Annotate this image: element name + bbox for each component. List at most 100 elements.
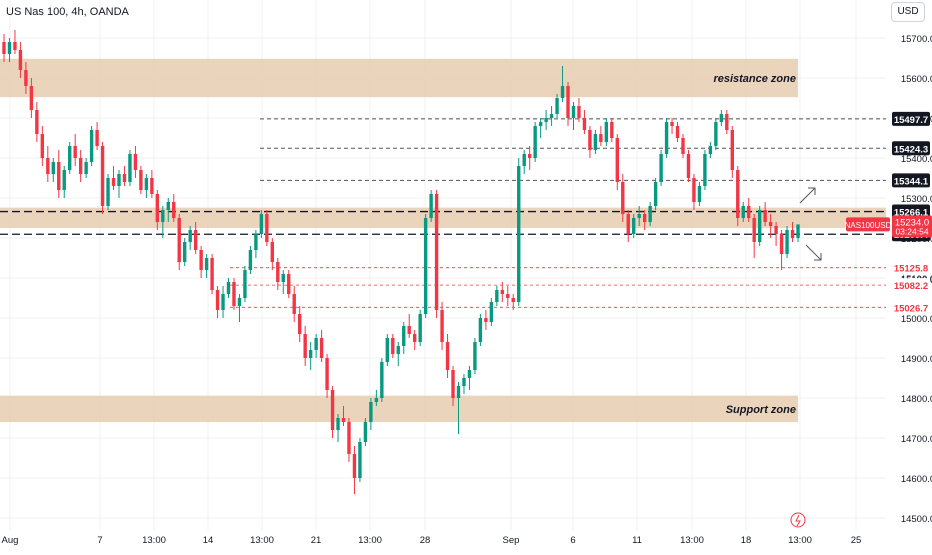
price-tick-label: 14500.0	[901, 514, 932, 525]
candle-body	[276, 262, 280, 282]
candle-body	[254, 234, 258, 250]
price-zone	[0, 58, 798, 98]
candle-body	[462, 378, 466, 386]
candle-body	[46, 158, 50, 174]
candle-body	[752, 218, 756, 242]
candle-body	[582, 118, 587, 130]
candle-body	[232, 282, 236, 306]
price-tick-label: 14900.0	[901, 354, 932, 365]
candle-body	[725, 114, 729, 130]
candle-body	[215, 290, 220, 310]
candle-body	[297, 314, 302, 334]
price-zones: resistance zone Support zone	[0, 58, 886, 422]
time-tick-label: 13:00	[358, 535, 382, 546]
candle-body	[599, 134, 603, 142]
price-tick-label: 14800.0	[901, 394, 932, 405]
candle-body	[352, 454, 357, 478]
candle-body	[407, 326, 411, 334]
candles	[2, 30, 800, 494]
candle-body	[122, 174, 127, 182]
candle-body	[111, 178, 116, 186]
candle-body	[577, 106, 581, 118]
candle-body	[95, 130, 99, 146]
candle-body	[560, 86, 565, 98]
price-level-label: 15497.7	[894, 115, 928, 126]
candle-body	[204, 258, 209, 270]
time-tick-label: 7	[97, 535, 102, 546]
candle-body	[270, 242, 275, 262]
candle-body	[210, 258, 214, 290]
candle-body	[363, 422, 368, 442]
candle-body	[779, 234, 784, 254]
price-level-label: 15026.7	[894, 303, 928, 314]
price-level-label-bg	[892, 141, 930, 156]
price-tick-label: 15700.0	[901, 34, 932, 45]
candle-body	[369, 402, 373, 422]
candle-body	[29, 86, 34, 110]
price-level-label-bg	[892, 260, 930, 275]
countdown-timer: 03:24:54	[895, 226, 928, 236]
candle-body	[221, 294, 225, 310]
candle-body	[642, 214, 647, 222]
candle-body	[664, 122, 669, 154]
candle-body	[495, 290, 499, 302]
time-tick-label: 18	[741, 535, 752, 546]
horizontal-levels	[0, 118, 886, 308]
price-level-label: 15082.2	[894, 281, 928, 292]
candle-body	[303, 334, 307, 358]
candle-body	[741, 206, 745, 218]
candle-body	[763, 210, 767, 222]
time-axis: Aug 7 13:00 14 13:00 21 13:00 28 Sep 6 11 13:00 18 13…	[2, 535, 862, 546]
candle-body	[768, 222, 773, 226]
candle-body	[467, 370, 472, 378]
candle-body	[549, 114, 554, 118]
candle-body	[533, 126, 537, 158]
alert-icon[interactable]	[790, 512, 806, 528]
current-price-label-bg	[892, 215, 932, 238]
candle-body	[188, 230, 192, 242]
arrow-up-icon	[799, 187, 816, 204]
candle-body	[89, 130, 94, 162]
candle-body	[391, 338, 395, 354]
candle-body	[330, 390, 335, 430]
candle-body	[757, 210, 762, 242]
candle-body	[456, 386, 461, 398]
candle-body	[489, 302, 494, 322]
price-level-label-bg	[892, 278, 930, 293]
candle-body	[412, 334, 417, 342]
candle-body	[166, 202, 170, 210]
price-tick-label: 15400.0	[901, 154, 932, 165]
candle-body	[243, 270, 247, 298]
projection-arrows	[790, 187, 822, 528]
candle-body	[287, 274, 291, 294]
candle-body	[128, 154, 132, 182]
currency-button[interactable]: USD	[891, 2, 925, 22]
candle-body	[7, 42, 12, 54]
candle-body	[697, 186, 702, 202]
time-tick-label: 28	[420, 535, 431, 546]
candle-body	[347, 422, 351, 454]
candle-body	[796, 224, 800, 238]
price-level-label-bg	[892, 204, 930, 219]
candle-body	[161, 210, 165, 222]
time-tick-label: 11	[632, 535, 642, 546]
time-tick-label: 21	[311, 535, 322, 546]
price-tick-label: 15000.0	[901, 314, 932, 325]
candle-body	[100, 146, 105, 206]
candle-body	[281, 274, 285, 282]
candle-body	[473, 342, 477, 370]
candle-body	[588, 130, 592, 150]
candle-body	[237, 298, 242, 306]
candle-body	[484, 318, 488, 322]
candle-body	[736, 170, 740, 218]
price-tick-label: 14700.0	[901, 434, 932, 445]
candle-body	[774, 226, 778, 234]
candle-body	[429, 194, 433, 218]
symbol-label-bg	[846, 217, 890, 232]
candle-body	[719, 114, 724, 122]
candle-body	[686, 154, 691, 178]
candle-body	[610, 122, 614, 138]
lightning-icon	[795, 514, 801, 527]
